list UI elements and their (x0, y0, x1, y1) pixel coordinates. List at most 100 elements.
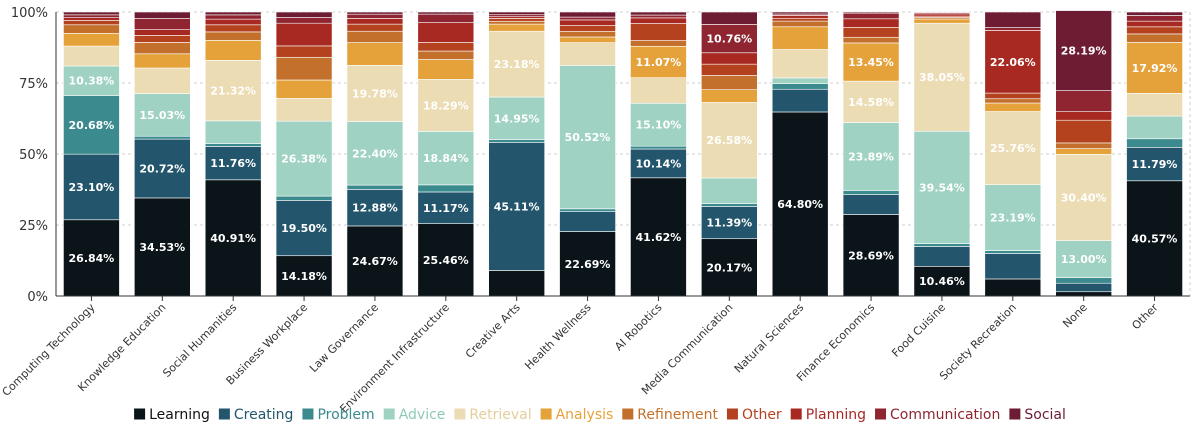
y-axis: 0% 25% 50% 75% 100% (11, 6, 57, 305)
bar-segment-retrieval (771, 49, 829, 79)
data-label: 38.05% (919, 71, 965, 84)
bar-segment-refinement (417, 50, 475, 60)
bar-segment-refinement (1126, 33, 1183, 43)
bar-segment-analysis (204, 40, 262, 61)
bar-segment-communication (1126, 15, 1183, 22)
legend-item-creating: Creating (218, 407, 293, 423)
bar-segment-problem (842, 190, 900, 195)
data-label: 11.79% (1132, 158, 1178, 171)
data-label: 22.69% (565, 258, 611, 271)
bar-segment-advice (275, 120, 333, 197)
bar-segment-planning (63, 17, 120, 21)
data-label: 40.57% (1132, 232, 1178, 245)
bar-segment-planning (204, 18, 262, 26)
bar-segment-creating (275, 200, 333, 257)
bar-segment-creating (771, 88, 829, 113)
bar-segment-analysis (134, 53, 191, 69)
bar-segment-creating (1055, 282, 1112, 293)
legend-label: Problem (317, 407, 374, 423)
bar-segment-communication (417, 13, 475, 23)
data-label: 13.00% (1061, 253, 1107, 266)
x-tick-label: Other (1129, 301, 1161, 333)
bar-segment-advice (1126, 115, 1183, 140)
bar-segment-other (771, 17, 829, 22)
bar-segment-social (275, 11, 333, 18)
bar-segment-refinement (984, 98, 1042, 104)
bar-segment-other (134, 35, 191, 43)
bar-segment-refinement (842, 36, 900, 44)
y-tick-label: 0% (27, 290, 48, 305)
bar-segment-refinement (771, 20, 829, 28)
legend-item-social: Social (1009, 407, 1066, 423)
data-label: 50.52% (565, 131, 611, 144)
data-label: 18.29% (423, 99, 469, 112)
bar-segment-learning (559, 231, 616, 297)
legend-label: Learning (149, 407, 210, 423)
bars (63, 10, 1183, 297)
x-tick-label: Social Humanities (160, 301, 239, 380)
data-label: 40.91% (210, 232, 256, 245)
bar-segment-analysis (275, 79, 333, 99)
bar-segment-planning (630, 17, 687, 24)
data-label: 23.18% (494, 58, 540, 71)
bar-segment-problem (701, 203, 758, 207)
bar-segment-problem (204, 143, 262, 147)
bar-segment-learning (63, 219, 120, 297)
bar-segment-analysis (1126, 42, 1183, 94)
data-label: 20.17% (706, 261, 752, 274)
legend-swatch (875, 408, 887, 420)
bar-segment-problem (346, 184, 404, 190)
x-tick-label: Food Cuisine (889, 301, 948, 360)
bar-segment-communication (630, 14, 687, 19)
bar-segment-creating (134, 138, 191, 199)
bar-segment-communication (1055, 90, 1112, 112)
legend-swatch (454, 408, 466, 420)
data-label: 15.03% (139, 109, 185, 122)
bar-segment-problem (275, 195, 333, 201)
bar-segment-other (204, 24, 262, 33)
bar-segment-planning (346, 18, 404, 25)
data-label: 22.06% (990, 56, 1036, 69)
data-label: 10.46% (919, 275, 965, 288)
x-tick-label: Business Workplace (224, 301, 311, 388)
bar-segment-creating (913, 246, 971, 267)
legend-swatch (383, 408, 395, 420)
bar-segment-learning (771, 111, 829, 297)
legend-swatch (622, 408, 634, 420)
legend-label: Social (1024, 407, 1066, 423)
bar-segment-advice (842, 122, 900, 191)
bar-segment-retrieval (913, 22, 971, 132)
bar-segment-communication (559, 16, 616, 21)
bar-segment-planning (1126, 20, 1183, 28)
bar-segment-refinement (701, 75, 758, 91)
data-label: 24.67% (352, 255, 398, 268)
x-tick-label: None (1060, 301, 1090, 331)
bar-segment-social (63, 11, 120, 16)
bar-segment-analysis (630, 45, 687, 79)
bar-segment-planning (771, 15, 829, 19)
bar-segment-other (346, 23, 404, 32)
data-label: 11.17% (423, 202, 469, 215)
x-tick-label: Society Recreation (937, 301, 1019, 383)
x-tick-label: Law Governance (307, 301, 381, 375)
bar-segment-learning (1055, 291, 1112, 297)
bar-segment-advice (701, 177, 758, 204)
bar-segment-analysis (984, 102, 1042, 112)
bar-segment-communication (842, 12, 900, 20)
data-label: 21.32% (210, 85, 256, 98)
data-label: 45.11% (494, 200, 540, 213)
bar-segment-creating (204, 146, 262, 181)
legend-label: Retrieval (469, 407, 531, 423)
bar-segment-learning (134, 197, 191, 297)
bar-segment-learning (1126, 180, 1183, 297)
legend: Learning Creating Problem Advice Retrieval An… (134, 407, 1066, 423)
data-label: 14.95% (494, 112, 540, 125)
bar-segment-advice (417, 131, 475, 186)
bar-segment-communication (134, 18, 191, 30)
bar-segment-social (346, 11, 404, 15)
bar-segment-refinement (204, 31, 262, 41)
bar-segment-analysis (842, 42, 900, 82)
bar-segment-other (417, 42, 475, 52)
bar-segment-social (204, 11, 262, 16)
data-label: 26.38% (281, 153, 327, 166)
